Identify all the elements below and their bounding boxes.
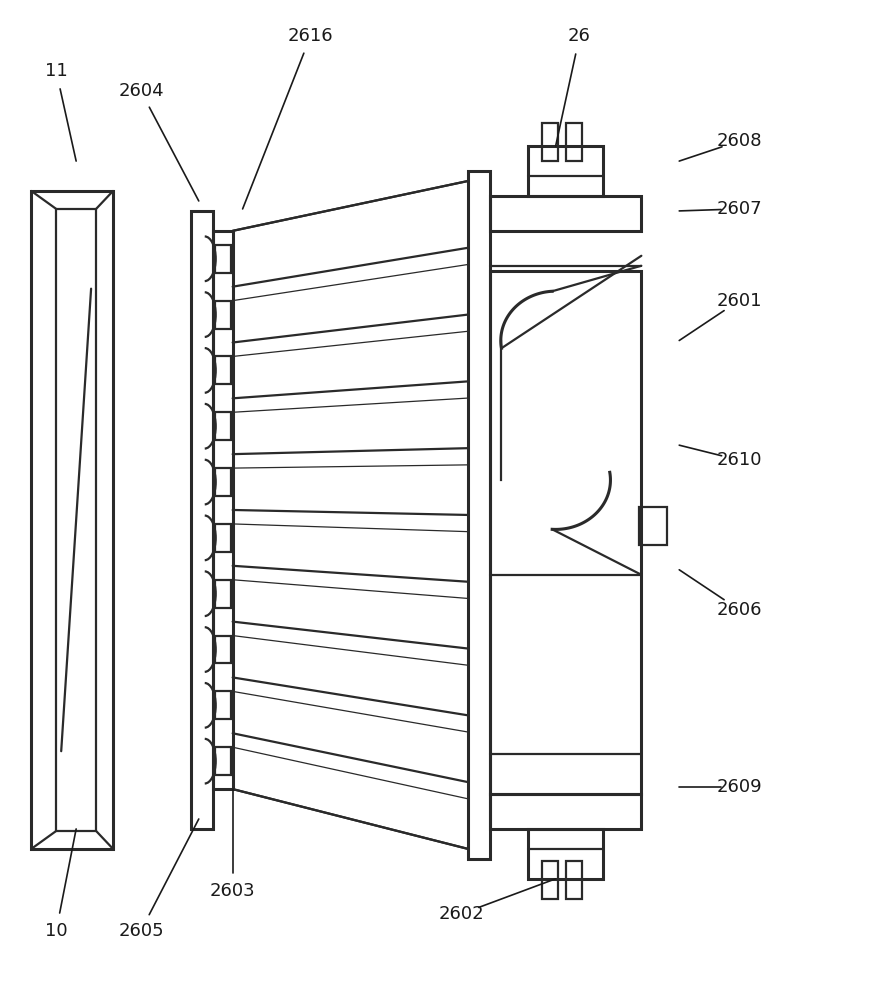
Bar xyxy=(565,123,582,161)
Text: 2603: 2603 xyxy=(210,882,256,900)
Text: 2601: 2601 xyxy=(717,292,762,310)
Text: 26: 26 xyxy=(568,27,591,45)
Text: 10: 10 xyxy=(45,922,67,940)
Bar xyxy=(490,794,641,829)
Bar xyxy=(542,861,557,899)
Bar xyxy=(191,211,213,829)
Text: 2608: 2608 xyxy=(717,132,762,150)
Bar xyxy=(214,412,231,440)
Text: 2607: 2607 xyxy=(717,200,762,218)
Bar xyxy=(214,245,231,273)
Bar xyxy=(214,636,231,663)
Bar xyxy=(528,146,604,196)
Bar xyxy=(214,301,231,329)
Bar xyxy=(528,829,604,879)
Bar xyxy=(490,196,641,231)
Bar xyxy=(468,171,490,859)
Text: 2609: 2609 xyxy=(717,778,762,796)
Bar xyxy=(214,691,231,719)
Bar xyxy=(640,507,668,545)
Bar xyxy=(214,524,231,552)
Text: 2604: 2604 xyxy=(118,82,164,100)
Text: 11: 11 xyxy=(45,62,67,80)
Bar xyxy=(213,231,233,789)
Bar xyxy=(214,580,231,608)
Bar xyxy=(214,468,231,496)
Text: 2610: 2610 xyxy=(717,451,762,469)
Bar xyxy=(214,747,231,775)
Text: 2616: 2616 xyxy=(288,27,333,45)
Bar xyxy=(542,123,557,161)
Bar xyxy=(214,356,231,384)
Bar xyxy=(565,861,582,899)
Bar xyxy=(31,191,113,849)
Text: 2606: 2606 xyxy=(717,601,762,619)
Bar xyxy=(490,271,641,794)
Text: 2602: 2602 xyxy=(439,905,485,923)
Bar xyxy=(56,209,96,831)
Text: 2605: 2605 xyxy=(118,922,164,940)
